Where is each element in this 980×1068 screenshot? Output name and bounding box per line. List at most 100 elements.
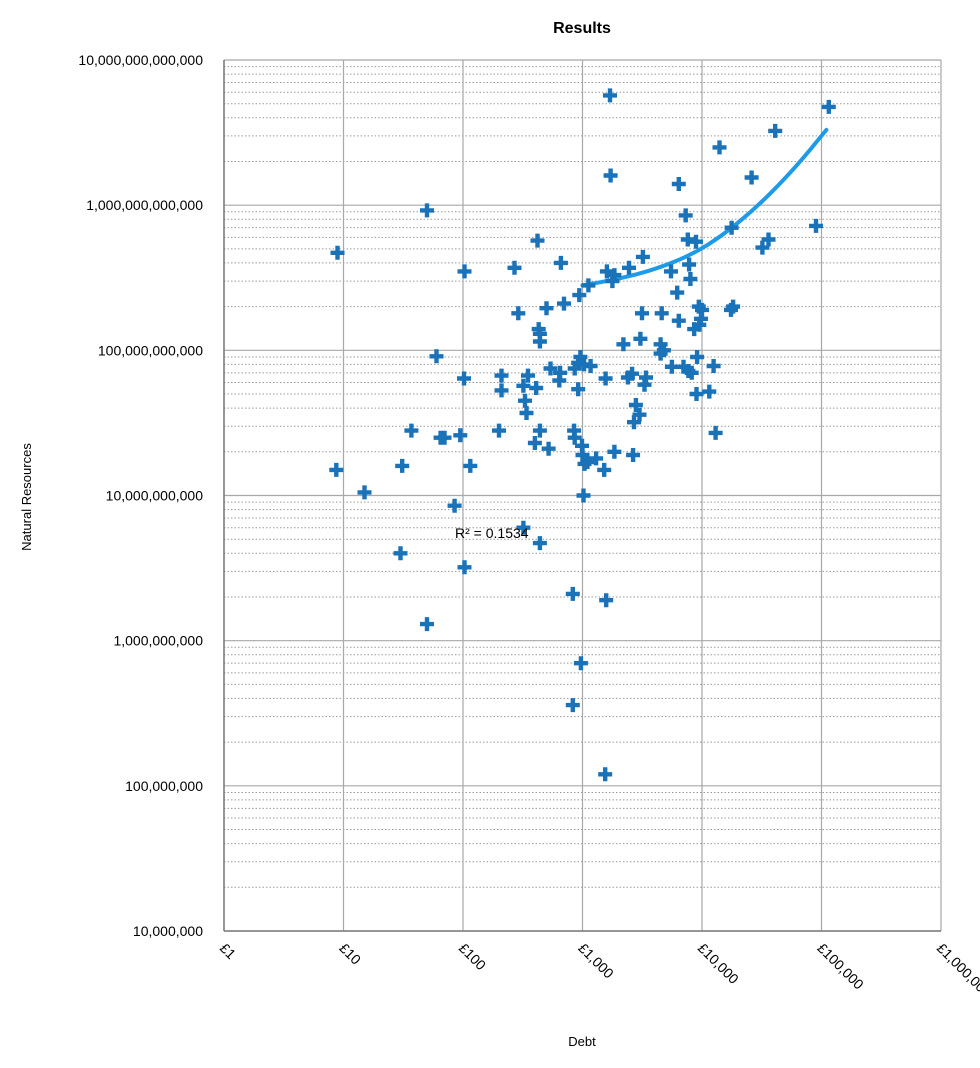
data-point <box>627 415 641 430</box>
data-point <box>457 264 472 279</box>
data-point <box>573 350 588 364</box>
data-point <box>521 368 535 383</box>
data-point <box>453 428 468 443</box>
data-point <box>567 423 582 438</box>
data-point <box>507 260 522 275</box>
y-tick-label: 100,000,000,000 <box>98 342 203 358</box>
data-point <box>576 488 591 503</box>
data-point <box>429 349 444 364</box>
data-point <box>589 451 604 466</box>
data-point <box>635 306 649 321</box>
y-tick-label: 1,000,000,000 <box>113 633 203 649</box>
data-point <box>635 249 650 264</box>
y-tick-label: 100,000,000 <box>125 778 203 794</box>
data-point <box>654 306 669 321</box>
data-point <box>706 359 721 373</box>
x-tick-label: £10 <box>336 940 364 968</box>
data-point <box>532 334 547 349</box>
data-point <box>420 203 434 218</box>
data-point <box>633 331 648 346</box>
data-point <box>539 301 554 316</box>
y-tick-label: 1,000,000,000,000 <box>86 197 203 213</box>
data-point <box>583 359 598 373</box>
data-point <box>518 393 532 408</box>
data-point <box>599 593 614 608</box>
data-point <box>573 656 588 671</box>
data-point <box>694 311 708 326</box>
data-point <box>575 438 589 453</box>
data-point <box>708 425 723 440</box>
data-point <box>567 430 582 445</box>
data-point <box>541 441 556 456</box>
data-point <box>463 458 478 473</box>
y-tick-label: 10,000,000 <box>133 923 203 939</box>
data-point <box>689 234 703 249</box>
data-point <box>519 406 534 420</box>
data-point <box>447 498 462 513</box>
x-tick-label: £1 <box>217 940 239 962</box>
data-point <box>821 99 836 114</box>
data-point <box>598 371 613 386</box>
data-point <box>664 264 678 279</box>
data-point <box>761 232 776 247</box>
data-point <box>580 455 595 469</box>
y-axis-label: Natural Resources <box>19 443 34 551</box>
data-point <box>690 350 705 364</box>
y-axis-ticks: 10,000,000 100,000,000 1,000,000,000 10,000… <box>78 52 203 939</box>
data-point <box>494 383 509 398</box>
data-point <box>809 218 823 233</box>
data-point <box>603 88 617 103</box>
data-point <box>744 170 759 185</box>
data-point <box>567 361 582 376</box>
data-point <box>628 398 643 412</box>
data-point <box>684 365 699 380</box>
x-axis-ticks: £1 £10 £100 £1,000 £10,000 £100,000 £1,000,000 <box>217 940 980 1001</box>
data-point <box>626 448 641 462</box>
data-point <box>653 337 668 352</box>
data-point <box>603 168 618 183</box>
data-point <box>689 387 704 401</box>
data-point <box>724 220 739 235</box>
chart-title: Results <box>553 20 611 37</box>
trendline <box>580 127 829 288</box>
data-point <box>616 337 631 352</box>
data-point <box>632 407 647 422</box>
data-point <box>532 536 547 551</box>
data-point <box>575 448 590 462</box>
data-point <box>625 366 640 381</box>
data-point <box>557 296 571 311</box>
data-point <box>671 177 686 191</box>
data-point <box>532 423 547 438</box>
data-point <box>571 382 586 397</box>
data-point <box>530 233 545 248</box>
x-tick-label: £1,000,000 <box>934 940 980 1001</box>
x-axis-label: Debt <box>568 1034 596 1049</box>
data-point <box>527 436 542 450</box>
data-point <box>656 343 671 358</box>
data-point <box>607 444 622 459</box>
data-points <box>329 88 836 782</box>
data-point <box>565 586 580 601</box>
data-point <box>404 423 419 438</box>
data-point <box>420 617 434 632</box>
grid <box>223 59 942 932</box>
data-point <box>516 520 531 535</box>
data-point <box>682 257 697 272</box>
data-point <box>492 423 506 438</box>
data-point <box>637 377 652 392</box>
data-point <box>671 313 686 328</box>
data-point <box>553 365 568 380</box>
data-point <box>553 255 568 270</box>
data-point <box>755 240 770 255</box>
y-tick-label: 10,000,000,000 <box>106 488 204 504</box>
data-point <box>532 326 547 341</box>
data-point <box>395 458 410 473</box>
data-point <box>768 123 783 138</box>
data-point <box>457 560 472 575</box>
data-point <box>599 264 614 279</box>
y-tick-label: 10,000,000,000,000 <box>78 52 203 68</box>
data-point <box>581 278 596 293</box>
data-point <box>670 285 685 300</box>
data-point <box>676 359 691 374</box>
x-tick-label: £100 <box>456 940 489 973</box>
